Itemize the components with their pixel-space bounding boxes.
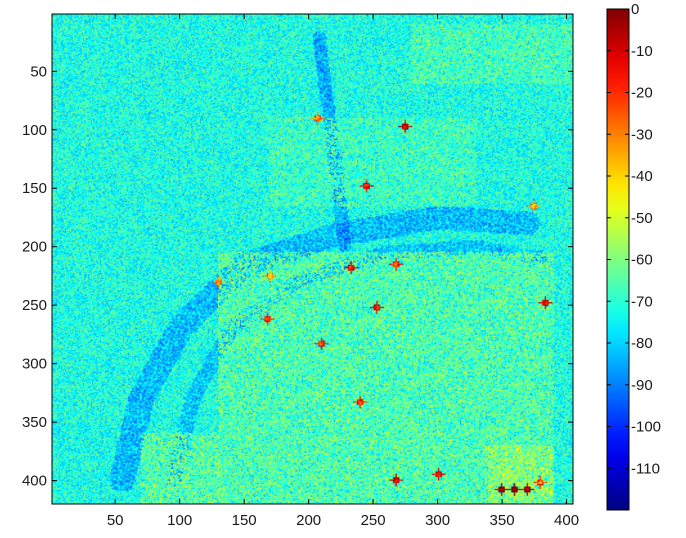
y-tick-label: 100 [22,122,47,139]
y-tick-label: 400 [22,473,47,490]
colorbar-tick-label: -110 [631,460,660,477]
x-tick-label: 200 [296,512,321,529]
colorbar-tick-label: -60 [631,252,653,269]
colorbar-tick-label: -10 [631,43,653,60]
y-tick-label: 250 [22,297,47,314]
y-tick-label: 50 [30,63,47,80]
colorbar-tick-label: -40 [631,168,653,185]
colorbar-tick-label: -100 [631,419,661,436]
x-tick-label: 400 [554,512,579,529]
colorbar-tick-label: 0 [631,1,639,18]
colorbar-gradient [607,9,629,510]
colorbar-ticks: 0 -10 -20 -30 -40 -50 -60 -70 -80 -90 -100 -110 [607,1,661,477]
x-tick-label: 250 [361,512,386,529]
colorbar-tick-label: -70 [631,293,653,310]
x-axis: 50 100 150 200 250 300 350 400 [107,14,579,529]
x-tick-label: 350 [490,512,515,529]
colorbar-tick-label: -50 [631,210,653,227]
heatmap-image [52,14,573,504]
plot-frame [51,13,574,505]
y-tick-label: 350 [22,414,47,431]
colorbar-tick-label: -90 [631,377,653,394]
x-tick-label: 50 [107,512,124,529]
colorbar-tick-label: -30 [631,126,653,143]
y-tick-label: 300 [22,356,47,373]
colorbar-tick-label: -80 [631,335,653,352]
y-tick-label: 200 [22,239,47,256]
x-tick-label: 150 [232,512,257,529]
x-tick-label: 100 [167,512,192,529]
colorbar-tick-label: -20 [631,85,653,102]
x-tick-label: 300 [425,512,450,529]
colorbar: 0 -10 -20 -30 -40 -50 -60 -70 -80 -90 -100 -110 [606,1,661,511]
y-axis: 50 100 150 200 250 300 350 400 [22,63,573,490]
y-tick-label: 150 [22,180,47,197]
